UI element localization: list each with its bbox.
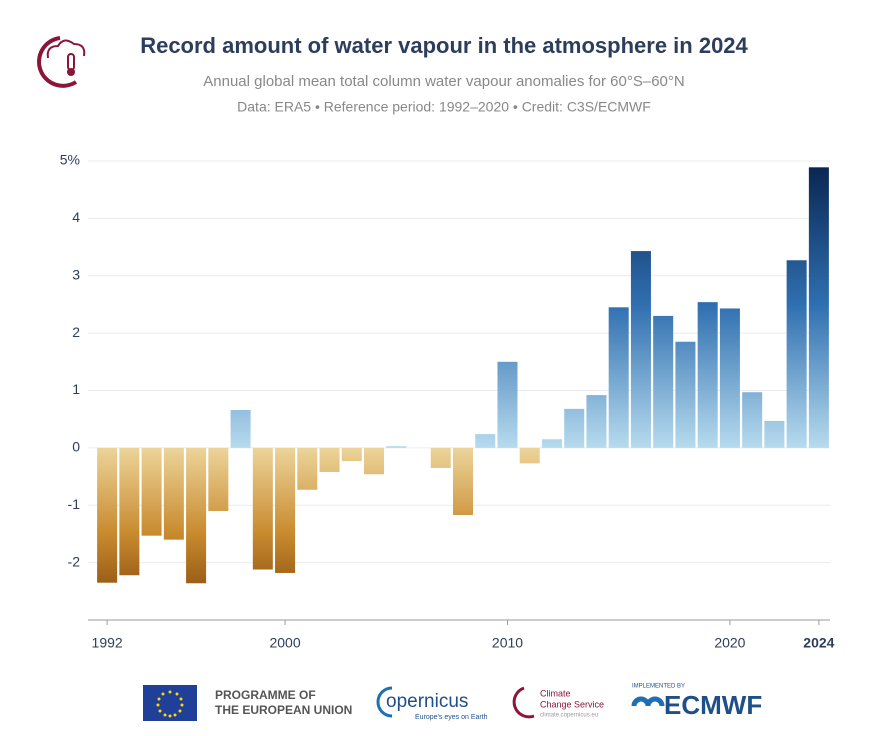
bar <box>297 447 318 490</box>
chart-source: Data: ERA5 • Reference period: 1992–2020… <box>237 99 651 115</box>
eu-text: PROGRAMME OF <box>215 688 316 702</box>
c3s-text: Change Service <box>540 699 604 709</box>
copernicus-text: opernicus <box>386 691 468 712</box>
bar <box>452 447 474 516</box>
bar <box>497 361 518 448</box>
bar <box>586 395 607 448</box>
bar <box>341 447 362 462</box>
y-tick-label: 2 <box>72 324 80 340</box>
bar <box>208 447 229 511</box>
y-tick-label: 4 <box>72 209 80 225</box>
bar <box>163 447 184 540</box>
bar <box>97 447 118 583</box>
y-tick-label: 0 <box>72 439 80 455</box>
y-tick-label: 3 <box>72 266 80 282</box>
y-tick-label: -2 <box>68 553 81 569</box>
x-tick-label: 2020 <box>714 635 745 651</box>
c3s-url: climate.copernicus.eu <box>540 713 598 719</box>
bar <box>475 434 496 448</box>
x-tick-label: 1992 <box>92 635 123 651</box>
footer: PROGRAMME OF THE EUROPEAN UNION opernicu… <box>143 684 762 721</box>
x-tick-label: 2010 <box>492 635 523 651</box>
bar <box>386 446 407 448</box>
bar <box>275 447 296 573</box>
bar <box>141 447 162 536</box>
bar <box>653 315 674 448</box>
copernicus-tagline: Europe's eyes on Earth <box>415 714 488 721</box>
bar <box>630 251 651 448</box>
y-tick-label: 1 <box>72 381 80 397</box>
ecmwf-text: ECMWF <box>664 690 762 720</box>
bar <box>186 447 207 584</box>
bar <box>808 167 829 448</box>
chart-title: Record amount of water vapour in the atm… <box>140 33 748 58</box>
logo-icon <box>37 36 86 88</box>
bar <box>230 410 251 448</box>
bar <box>319 447 340 472</box>
bar <box>697 302 718 448</box>
bar <box>252 447 273 570</box>
copernicus-c <box>376 686 393 718</box>
ecmwf-icon <box>631 696 665 707</box>
bar <box>742 392 763 448</box>
eu-text: THE EUROPEAN UNION <box>215 703 352 717</box>
x-tick-label: 2000 <box>269 635 300 651</box>
bar <box>608 307 629 448</box>
bar <box>541 439 562 448</box>
y-tick-label: -1 <box>68 496 81 512</box>
bar <box>786 260 807 448</box>
bar <box>764 420 785 448</box>
bar <box>119 447 140 576</box>
bar <box>719 308 740 448</box>
bar <box>430 447 451 468</box>
bar <box>364 447 385 475</box>
bar <box>519 447 540 464</box>
y-tick-label: 5% <box>60 152 80 168</box>
bar <box>675 341 696 448</box>
c3s-text: Climate <box>540 688 571 698</box>
implemented-by: IMPLEMENTED BY <box>632 684 685 690</box>
bar <box>564 408 585 448</box>
x-tick-label: 2024 <box>803 635 834 651</box>
c3s-icon <box>512 686 535 719</box>
plot: -2 -1 0 1 2 3 4 5% 1992 2000 2010 2020 2024 <box>60 152 835 651</box>
chart-subtitle: Annual global mean total column water va… <box>203 73 684 90</box>
